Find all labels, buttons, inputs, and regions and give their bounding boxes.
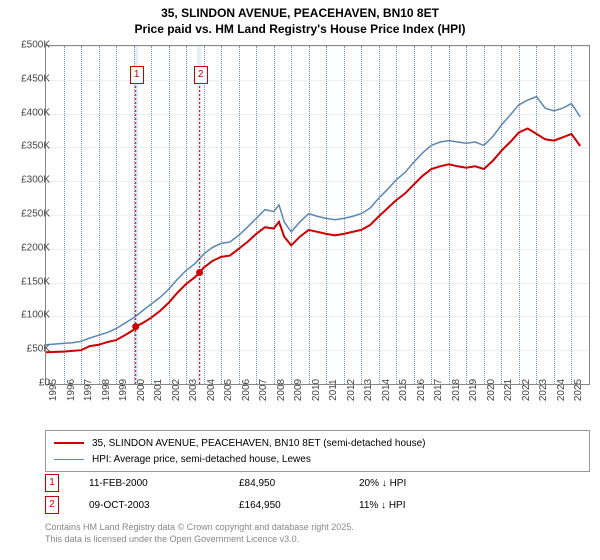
- line-svg: [46, 46, 589, 384]
- x-axis-label: 2005: [223, 379, 234, 401]
- y-axis-label: £200K: [10, 242, 50, 253]
- x-axis-label: 2023: [538, 379, 549, 401]
- x-axis-label: 2009: [293, 379, 304, 401]
- marker-flag: 1: [130, 66, 144, 84]
- x-axis-label: 2016: [416, 379, 427, 401]
- annotation-table: 1 11-FEB-2000£84,95020% ↓ HPI 2 09-OCT-2003…: [45, 472, 590, 516]
- legend-box: 35, SLINDON AVENUE, PEACEHAVEN, BN10 8ET…: [45, 430, 590, 472]
- y-axis-label: £500K: [10, 40, 50, 51]
- series-price_paid: [46, 129, 580, 353]
- x-axis-label: 2004: [206, 379, 217, 401]
- series-hpi: [46, 97, 580, 345]
- x-axis-label: 2024: [556, 379, 567, 401]
- x-axis-label: 2018: [451, 379, 462, 401]
- x-axis-label: 2012: [346, 379, 357, 401]
- annotation-price: £84,950: [239, 478, 359, 489]
- x-axis-label: 2007: [258, 379, 269, 401]
- annotation-marker: 1: [45, 474, 59, 492]
- chart-title: 35, SLINDON AVENUE, PEACEHAVEN, BN10 8ET…: [0, 0, 600, 37]
- legend-swatch: [54, 442, 84, 444]
- y-axis-label: £400K: [10, 107, 50, 118]
- y-axis-label: £350K: [10, 141, 50, 152]
- x-axis-label: 2019: [468, 379, 479, 401]
- x-axis-label: 1996: [66, 379, 77, 401]
- x-axis-label: 2014: [381, 379, 392, 401]
- legend-row: 35, SLINDON AVENUE, PEACEHAVEN, BN10 8ET…: [54, 435, 581, 451]
- annotation-date: 09-OCT-2003: [89, 500, 239, 511]
- y-axis-label: £100K: [10, 310, 50, 321]
- x-axis-label: 2021: [503, 379, 514, 401]
- annotation-marker: 2: [45, 496, 59, 514]
- y-axis-label: £0: [10, 378, 50, 389]
- y-axis-label: £450K: [10, 73, 50, 84]
- y-axis-label: £150K: [10, 276, 50, 287]
- x-axis-label: 2020: [486, 379, 497, 401]
- legend-label: HPI: Average price, semi-detached house,…: [92, 454, 311, 465]
- marker-flag: 2: [194, 66, 208, 84]
- legend-label: 35, SLINDON AVENUE, PEACEHAVEN, BN10 8ET…: [92, 438, 425, 449]
- annotation-date: 11-FEB-2000: [89, 478, 239, 489]
- annotation-diff: 20% ↓ HPI: [359, 478, 479, 489]
- footer-line-2: This data is licensed under the Open Gov…: [45, 534, 354, 546]
- x-axis-label: 2022: [521, 379, 532, 401]
- y-axis-label: £250K: [10, 209, 50, 220]
- footer-credits: Contains HM Land Registry data © Crown c…: [45, 522, 354, 545]
- x-axis-label: 1997: [83, 379, 94, 401]
- x-axis-label: 2000: [136, 379, 147, 401]
- x-axis-label: 2001: [153, 379, 164, 401]
- x-axis-label: 2002: [171, 379, 182, 401]
- x-axis-label: 2015: [398, 379, 409, 401]
- y-axis-label: £50K: [10, 344, 50, 355]
- title-line-1: 35, SLINDON AVENUE, PEACEHAVEN, BN10 8ET: [0, 6, 600, 22]
- x-axis-label: 2003: [188, 379, 199, 401]
- annotation-price: £164,950: [239, 500, 359, 511]
- annotation-row: 2 09-OCT-2003£164,95011% ↓ HPI: [45, 494, 590, 516]
- x-axis-label: 2013: [363, 379, 374, 401]
- title-line-2: Price paid vs. HM Land Registry's House …: [0, 22, 600, 38]
- x-axis-label: 2011: [328, 379, 339, 401]
- y-axis-label: £300K: [10, 175, 50, 186]
- x-axis-label: 1998: [101, 379, 112, 401]
- legend-row: HPI: Average price, semi-detached house,…: [54, 451, 581, 467]
- legend-swatch: [54, 459, 84, 460]
- x-axis-label: 2008: [276, 379, 287, 401]
- footer-line-1: Contains HM Land Registry data © Crown c…: [45, 522, 354, 534]
- x-axis-label: 1999: [118, 379, 129, 401]
- x-axis-label: 2006: [241, 379, 252, 401]
- x-axis-label: 2017: [433, 379, 444, 401]
- chart-container: 35, SLINDON AVENUE, PEACEHAVEN, BN10 8ET…: [0, 0, 600, 560]
- x-axis-label: 2010: [311, 379, 322, 401]
- x-axis-label: 2025: [573, 379, 584, 401]
- annotation-row: 1 11-FEB-2000£84,95020% ↓ HPI: [45, 472, 590, 494]
- x-axis-label: 1995: [48, 379, 59, 401]
- annotation-diff: 11% ↓ HPI: [359, 500, 479, 511]
- plot-area: 12: [45, 45, 590, 385]
